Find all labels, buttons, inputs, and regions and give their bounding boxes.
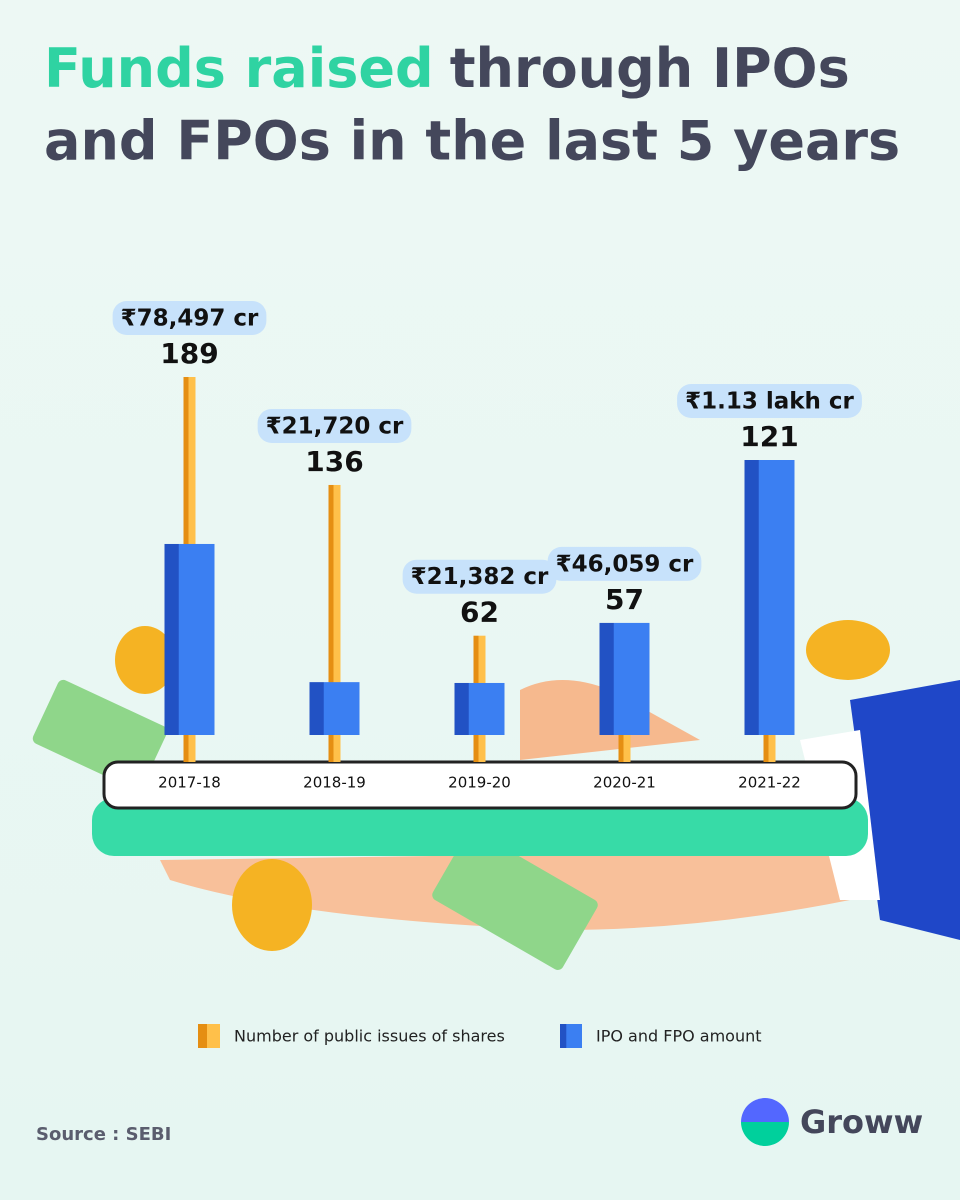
legend-label: IPO and FPO amount: [596, 1027, 762, 1046]
amount-pill: [547, 546, 702, 581]
amount-pill: [112, 301, 267, 335]
amount-label: ₹21,720 cr: [266, 413, 404, 439]
legend-swatch: [198, 1024, 220, 1048]
cash: [432, 830, 598, 970]
x-tick-label: 2021-22: [738, 774, 801, 792]
amount-box: [164, 543, 215, 735]
amount-label: ₹46,059 cr: [556, 551, 694, 577]
sleeve: [850, 680, 960, 940]
legend: Number of public issues of shares IPO an…: [198, 1024, 762, 1048]
title-highlight: Funds raised: [44, 37, 434, 100]
decoration: [32, 620, 960, 970]
chart-area: 189 ₹78,497 cr 2017-18 136 ₹21,720 cr 2018-19…: [112, 301, 862, 792]
brand: Groww: [800, 1103, 923, 1141]
chart-title: Funds raised through IPOs: [44, 37, 850, 100]
coin: [806, 620, 890, 680]
title-line1: through IPOs: [450, 37, 850, 100]
count-label: 121: [740, 420, 798, 453]
count-label: 62: [460, 596, 499, 629]
brand-logo: [741, 1098, 789, 1146]
x-tick-label: 2020-21: [593, 774, 656, 792]
x-tick-label: 2019-20: [448, 774, 511, 792]
amount-label: ₹78,497 cr: [121, 306, 259, 332]
legend-label: Number of public issues of shares: [234, 1027, 505, 1046]
amount-label: ₹1.13 lakh cr: [685, 389, 854, 415]
amount-label: ₹21,382 cr: [411, 564, 549, 590]
amount-box: [309, 682, 360, 735]
amount-pill: [402, 559, 557, 594]
amount-pill: [257, 408, 412, 443]
x-tick-label: 2017-18: [158, 774, 221, 792]
x-tick-label: 2018-19: [303, 774, 366, 792]
count-label: 136: [305, 445, 363, 478]
legend-swatch: [560, 1024, 582, 1048]
amount-box: [599, 622, 650, 735]
coin: [115, 626, 175, 694]
amount-pill: [677, 384, 862, 418]
phone-body: [92, 798, 868, 856]
amount-box: [454, 682, 505, 735]
coin: [232, 859, 312, 951]
count-label: 189: [160, 337, 218, 370]
count-label: 57: [605, 583, 644, 616]
title-line2: and FPOs in the last 5 years: [44, 110, 900, 173]
source: Source : SEBI: [36, 1124, 171, 1145]
amount-box: [744, 460, 795, 735]
